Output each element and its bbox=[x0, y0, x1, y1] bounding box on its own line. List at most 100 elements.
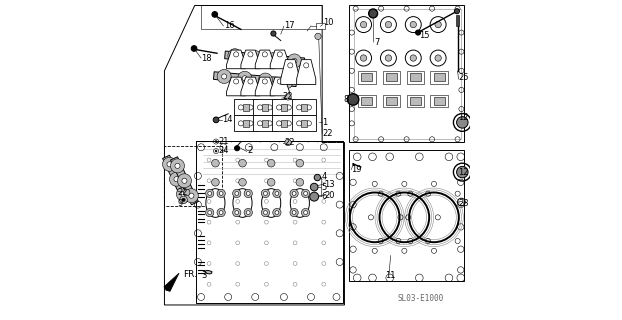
Circle shape bbox=[191, 46, 197, 51]
Circle shape bbox=[177, 174, 192, 188]
Polygon shape bbox=[213, 72, 297, 87]
Ellipse shape bbox=[205, 270, 212, 274]
Circle shape bbox=[302, 208, 310, 217]
Polygon shape bbox=[297, 60, 316, 84]
Circle shape bbox=[310, 192, 318, 201]
Circle shape bbox=[189, 193, 194, 198]
Ellipse shape bbox=[233, 189, 252, 217]
Bar bbox=[434, 73, 445, 81]
Circle shape bbox=[279, 75, 293, 89]
Bar bbox=[234, 100, 258, 116]
Circle shape bbox=[242, 76, 248, 81]
Circle shape bbox=[314, 174, 320, 181]
Text: 17: 17 bbox=[284, 21, 295, 30]
Circle shape bbox=[304, 192, 307, 196]
Circle shape bbox=[457, 117, 468, 128]
Bar bbox=[262, 120, 268, 126]
Circle shape bbox=[457, 166, 468, 178]
Text: 1: 1 bbox=[322, 118, 328, 127]
Bar bbox=[316, 23, 325, 29]
Circle shape bbox=[267, 179, 275, 186]
Text: 5: 5 bbox=[322, 183, 327, 192]
Circle shape bbox=[233, 208, 241, 217]
Polygon shape bbox=[170, 157, 198, 205]
Text: 18: 18 bbox=[201, 53, 211, 62]
Circle shape bbox=[238, 71, 252, 85]
Circle shape bbox=[275, 192, 279, 196]
Text: 22: 22 bbox=[284, 138, 294, 147]
Circle shape bbox=[261, 189, 269, 197]
Text: 23: 23 bbox=[458, 198, 469, 207]
Text: 10: 10 bbox=[323, 19, 333, 28]
Circle shape bbox=[174, 177, 179, 182]
Circle shape bbox=[369, 9, 378, 18]
Ellipse shape bbox=[290, 189, 309, 217]
Circle shape bbox=[182, 178, 187, 183]
Circle shape bbox=[175, 163, 180, 168]
Circle shape bbox=[263, 77, 268, 83]
Bar bbox=[292, 100, 316, 116]
Circle shape bbox=[239, 179, 246, 186]
Bar bbox=[434, 97, 445, 105]
Text: 12: 12 bbox=[458, 114, 469, 123]
Circle shape bbox=[212, 12, 218, 17]
Bar bbox=[272, 100, 296, 116]
Circle shape bbox=[296, 179, 304, 186]
Circle shape bbox=[252, 55, 258, 60]
Circle shape bbox=[292, 58, 297, 63]
Bar bbox=[361, 97, 373, 105]
Bar bbox=[358, 95, 376, 108]
Circle shape bbox=[211, 179, 219, 186]
Circle shape bbox=[275, 211, 279, 214]
Circle shape bbox=[273, 208, 281, 217]
Polygon shape bbox=[164, 273, 179, 291]
Polygon shape bbox=[226, 50, 246, 69]
Text: 6: 6 bbox=[322, 192, 327, 201]
Text: 25: 25 bbox=[458, 73, 469, 82]
Text: 22: 22 bbox=[282, 92, 293, 101]
Text: 3: 3 bbox=[201, 271, 207, 280]
Circle shape bbox=[234, 146, 239, 151]
Circle shape bbox=[215, 140, 217, 142]
Text: 16: 16 bbox=[225, 21, 235, 30]
Circle shape bbox=[310, 183, 318, 191]
Ellipse shape bbox=[206, 189, 225, 217]
Circle shape bbox=[258, 73, 272, 87]
Circle shape bbox=[177, 187, 190, 201]
Bar bbox=[383, 71, 400, 84]
Text: 4: 4 bbox=[322, 172, 327, 181]
Circle shape bbox=[360, 21, 367, 28]
Circle shape bbox=[183, 189, 190, 196]
Text: 9: 9 bbox=[178, 198, 183, 207]
Circle shape bbox=[217, 189, 225, 197]
Circle shape bbox=[181, 192, 186, 197]
Bar bbox=[410, 73, 421, 81]
Polygon shape bbox=[281, 60, 300, 84]
Circle shape bbox=[221, 74, 226, 79]
Circle shape bbox=[233, 53, 238, 58]
Circle shape bbox=[162, 157, 177, 171]
Circle shape bbox=[261, 208, 269, 217]
Circle shape bbox=[410, 21, 417, 28]
Bar bbox=[301, 120, 307, 126]
Polygon shape bbox=[241, 50, 260, 69]
Text: 7: 7 bbox=[374, 38, 380, 47]
Polygon shape bbox=[270, 50, 289, 69]
Circle shape bbox=[208, 192, 211, 196]
Circle shape bbox=[290, 189, 299, 197]
Ellipse shape bbox=[262, 189, 281, 217]
Text: 20: 20 bbox=[325, 190, 335, 200]
Bar bbox=[430, 71, 448, 84]
Circle shape bbox=[284, 79, 289, 84]
Circle shape bbox=[169, 172, 183, 186]
Circle shape bbox=[302, 189, 310, 197]
Circle shape bbox=[205, 208, 214, 217]
Bar bbox=[292, 116, 316, 131]
Bar bbox=[301, 104, 307, 111]
Text: 2: 2 bbox=[248, 146, 253, 155]
Polygon shape bbox=[241, 77, 260, 96]
Polygon shape bbox=[349, 150, 464, 281]
Circle shape bbox=[264, 192, 267, 196]
Circle shape bbox=[271, 31, 276, 36]
Bar bbox=[253, 100, 277, 116]
